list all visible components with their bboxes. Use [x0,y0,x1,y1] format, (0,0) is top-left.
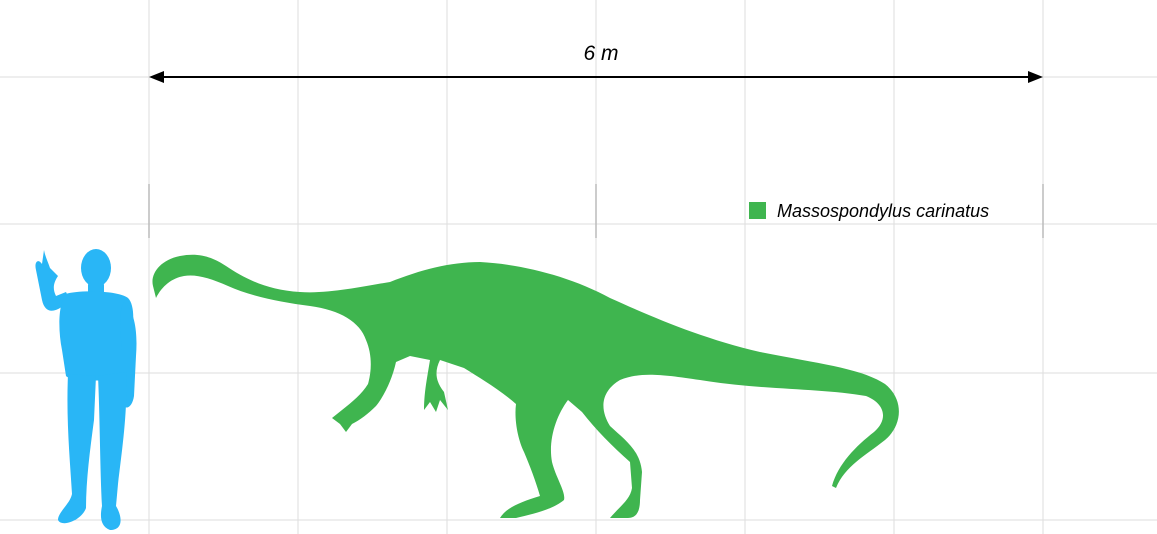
dinosaur-body [152,254,899,518]
scale-bar-label: 6 m [583,42,618,65]
dinosaur-silhouette [152,254,899,518]
human-raised-arm [35,250,70,311]
scale-bar-left-arrowhead [149,71,164,83]
scale-bar-right-arrowhead [1028,71,1043,83]
human-right-leg [98,372,127,530]
scale-bar: 6 m [149,42,1043,83]
scale-ticks [148,184,1044,238]
legend-label: Massospondylus carinatus [777,201,989,221]
human-torso [59,291,134,381]
legend: Massospondylus carinatus [749,201,989,221]
human-head [81,249,111,287]
legend-swatch [749,202,766,219]
human-silhouette [35,249,137,530]
human-left-leg [58,374,96,524]
